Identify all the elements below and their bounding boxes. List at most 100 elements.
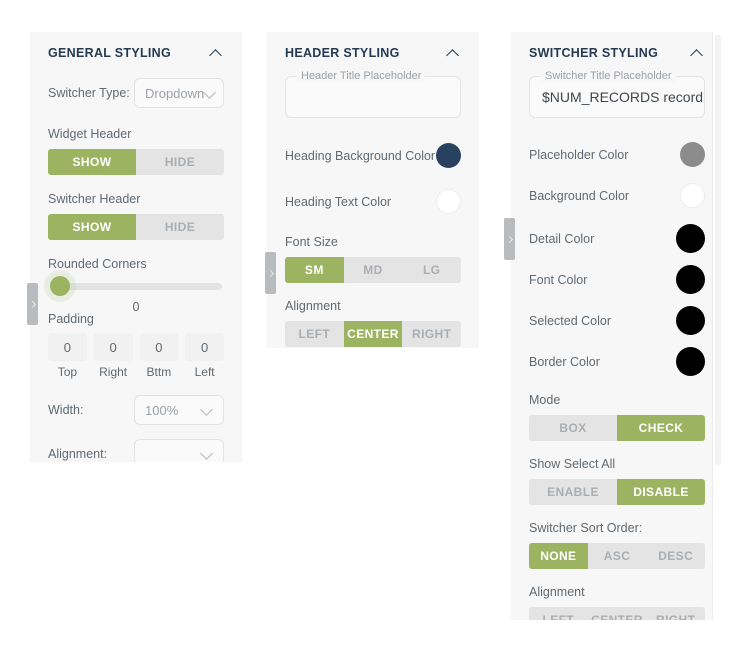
mode-label: Mode: [529, 393, 561, 407]
switcher-type-value: Dropdown: [145, 85, 205, 101]
chevron-up-icon[interactable]: [691, 46, 705, 60]
placeholder-color-swatch[interactable]: [680, 142, 705, 167]
padding-top-label: Top: [57, 365, 78, 379]
selected-color-swatch[interactable]: [676, 306, 705, 335]
padding-inputs: 0 Top 0 Right 0 Bttm 0 Left: [48, 333, 224, 379]
switcher-panel-scroll-thumb[interactable]: [715, 35, 721, 465]
font-size-option-lg[interactable]: LG: [422, 263, 441, 277]
mode-toggle[interactable]: BOX CHECK: [529, 415, 705, 441]
widget-header-option-hide[interactable]: HIDE: [164, 155, 196, 169]
panel-title: SWITCHER STYLING: [529, 46, 659, 60]
rounded-corners-label: Rounded Corners: [48, 257, 147, 271]
switcher-type-row: Switcher Type: Dropdown: [48, 78, 224, 108]
width-label: Width:: [48, 403, 84, 417]
switcher-panel-resize-handle[interactable]: [504, 218, 515, 260]
show-select-all-option-enable[interactable]: ENABLE: [547, 485, 599, 499]
general-styling-header[interactable]: GENERAL STYLING: [48, 46, 224, 60]
padding-bottom-label: Bttm: [146, 365, 172, 379]
placeholder-color-row[interactable]: Placeholder Color: [529, 142, 705, 167]
border-color-label: Border Color: [529, 354, 600, 369]
padding-bottom-input[interactable]: 0: [139, 333, 179, 361]
switcher-alignment-toggle[interactable]: LEFT CENTER RIGHT: [529, 607, 705, 620]
width-select[interactable]: 100%: [134, 395, 224, 425]
switcher-title-value: $NUM_RECORDS record...: [542, 89, 704, 105]
heading-text-color-swatch[interactable]: [436, 189, 461, 214]
padding-left-cell: 0 Left: [185, 333, 224, 379]
switcher-styling-header[interactable]: SWITCHER STYLING: [529, 46, 705, 60]
font-size-toggle[interactable]: SM MD LG: [285, 257, 461, 283]
chevron-up-icon[interactable]: [210, 46, 224, 60]
header-styling-panel: HEADER STYLING Header Title Placeholder …: [267, 32, 479, 348]
sort-order-toggle[interactable]: NONE ASC DESC: [529, 543, 705, 569]
widget-header-label: Widget Header: [48, 127, 132, 141]
header-title-field[interactable]: Header Title Placeholder: [285, 70, 461, 118]
alignment-row: Alignment:: [48, 439, 224, 462]
detail-color-row[interactable]: Detail Color: [529, 224, 705, 253]
header-alignment-toggle[interactable]: LEFT CENTER RIGHT: [285, 321, 461, 347]
padding-left-input[interactable]: 0: [185, 333, 224, 361]
font-size-option-sm[interactable]: SM: [285, 257, 344, 283]
heading-text-color-label: Heading Text Color: [285, 194, 392, 209]
border-color-row[interactable]: Border Color: [529, 347, 705, 376]
background-color-swatch[interactable]: [680, 183, 705, 208]
heading-text-color-row[interactable]: Heading Text Color: [285, 189, 461, 214]
font-color-swatch[interactable]: [676, 265, 705, 294]
selected-color-row[interactable]: Selected Color: [529, 306, 705, 335]
panel-title: HEADER STYLING: [285, 46, 400, 60]
show-select-all-label: Show Select All: [529, 457, 616, 471]
font-color-label: Font Color: [529, 272, 588, 287]
padding-left-label: Left: [194, 365, 215, 379]
sort-order-option-desc[interactable]: DESC: [658, 549, 694, 563]
header-panel-resize-handle[interactable]: [265, 252, 276, 294]
general-panel-resize-handle[interactable]: [27, 283, 38, 325]
widget-header-toggle[interactable]: SHOW HIDE: [48, 149, 224, 175]
rounded-corners-slider-knob[interactable]: [50, 276, 70, 296]
sort-order-option-none[interactable]: NONE: [529, 543, 588, 569]
placeholder-color-label: Placeholder Color: [529, 147, 629, 162]
background-color-row[interactable]: Background Color: [529, 183, 705, 208]
selected-color-label: Selected Color: [529, 313, 611, 328]
alignment-select[interactable]: [134, 439, 224, 462]
switcher-alignment-label: Alignment: [529, 585, 585, 599]
mode-option-check[interactable]: CHECK: [617, 415, 705, 441]
rounded-corners-value: 0: [132, 300, 140, 314]
padding-top-input[interactable]: 0: [48, 333, 87, 361]
chevron-down-icon: [201, 448, 213, 460]
heading-background-color-row[interactable]: Heading Background Color: [285, 143, 461, 168]
heading-background-color-swatch[interactable]: [436, 143, 461, 168]
font-size-option-md[interactable]: MD: [363, 263, 383, 277]
header-title-legend: Header Title Placeholder: [297, 70, 426, 82]
header-alignment-option-right[interactable]: RIGHT: [412, 327, 452, 341]
chevron-up-icon[interactable]: [447, 46, 461, 60]
chevron-down-icon: [201, 404, 213, 416]
general-styling-panel: GENERAL STYLING Switcher Type: Dropdown …: [30, 32, 242, 462]
detail-color-label: Detail Color: [529, 231, 595, 246]
switcher-alignment-option-right[interactable]: RIGHT: [656, 613, 696, 620]
switcher-header-option-hide[interactable]: HIDE: [164, 220, 196, 234]
padding-right-label: Right: [99, 365, 128, 379]
header-alignment-option-left[interactable]: LEFT: [298, 327, 331, 341]
padding-right-input[interactable]: 0: [93, 333, 133, 361]
switcher-alignment-option-center[interactable]: CENTER: [591, 613, 643, 620]
mode-option-box[interactable]: BOX: [559, 421, 587, 435]
switcher-title-field[interactable]: Switcher Title Placeholder $NUM_RECORDS …: [529, 70, 705, 118]
widget-header-option-show[interactable]: SHOW: [48, 149, 136, 175]
header-alignment-label: Alignment: [285, 299, 341, 313]
show-select-all-option-disable[interactable]: DISABLE: [617, 479, 705, 505]
rounded-corners-slider[interactable]: [50, 276, 222, 296]
switcher-header-toggle[interactable]: SHOW HIDE: [48, 214, 224, 240]
border-color-swatch[interactable]: [676, 347, 705, 376]
detail-color-swatch[interactable]: [676, 224, 705, 253]
switcher-alignment-option-left[interactable]: LEFT: [542, 613, 575, 620]
chevron-down-icon: [204, 87, 216, 99]
header-styling-header[interactable]: HEADER STYLING: [285, 46, 461, 60]
alignment-label: Alignment:: [48, 447, 108, 461]
font-color-row[interactable]: Font Color: [529, 265, 705, 294]
background-color-label: Background Color: [529, 188, 630, 203]
show-select-all-toggle[interactable]: ENABLE DISABLE: [529, 479, 705, 505]
switcher-panel-scrollbar[interactable]: [712, 32, 723, 620]
header-alignment-option-center[interactable]: CENTER: [343, 321, 403, 347]
sort-order-option-asc[interactable]: ASC: [603, 549, 631, 563]
switcher-type-select[interactable]: Dropdown: [134, 78, 224, 108]
switcher-header-option-show[interactable]: SHOW: [48, 214, 136, 240]
